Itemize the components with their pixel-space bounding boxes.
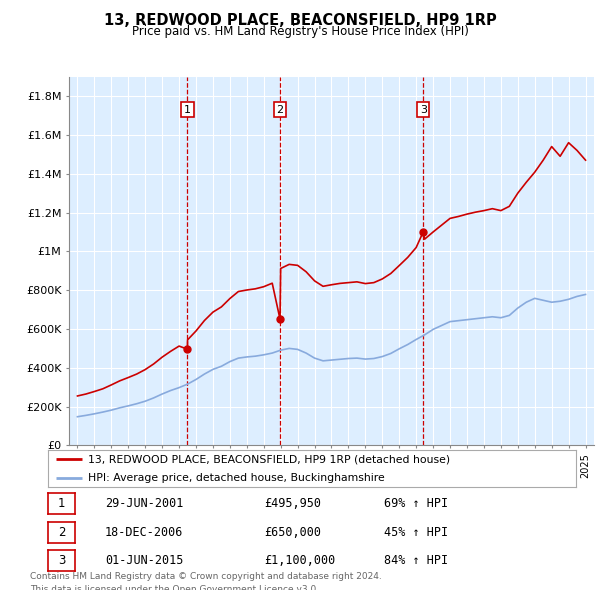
Text: HPI: Average price, detached house, Buckinghamshire: HPI: Average price, detached house, Buck… (88, 473, 385, 483)
Text: £1,100,000: £1,100,000 (264, 554, 335, 567)
Text: 13, REDWOOD PLACE, BEACONSFIELD, HP9 1RP (detached house): 13, REDWOOD PLACE, BEACONSFIELD, HP9 1RP… (88, 454, 450, 464)
Text: 3: 3 (419, 104, 427, 114)
Text: £650,000: £650,000 (264, 526, 321, 539)
Text: 3: 3 (58, 554, 65, 567)
Text: 18-DEC-2006: 18-DEC-2006 (105, 526, 184, 539)
Text: 13, REDWOOD PLACE, BEACONSFIELD, HP9 1RP: 13, REDWOOD PLACE, BEACONSFIELD, HP9 1RP (104, 13, 496, 28)
Text: 2: 2 (277, 104, 284, 114)
Text: 1: 1 (58, 497, 65, 510)
Text: 29-JUN-2001: 29-JUN-2001 (105, 497, 184, 510)
Text: 2: 2 (58, 526, 65, 539)
Text: £495,950: £495,950 (264, 497, 321, 510)
Text: 69% ↑ HPI: 69% ↑ HPI (384, 497, 448, 510)
Text: This data is licensed under the Open Government Licence v3.0.: This data is licensed under the Open Gov… (30, 585, 319, 590)
Text: 84% ↑ HPI: 84% ↑ HPI (384, 554, 448, 567)
Text: Price paid vs. HM Land Registry's House Price Index (HPI): Price paid vs. HM Land Registry's House … (131, 25, 469, 38)
Text: 45% ↑ HPI: 45% ↑ HPI (384, 526, 448, 539)
Text: 01-JUN-2015: 01-JUN-2015 (105, 554, 184, 567)
Text: 1: 1 (184, 104, 191, 114)
Text: Contains HM Land Registry data © Crown copyright and database right 2024.: Contains HM Land Registry data © Crown c… (30, 572, 382, 581)
